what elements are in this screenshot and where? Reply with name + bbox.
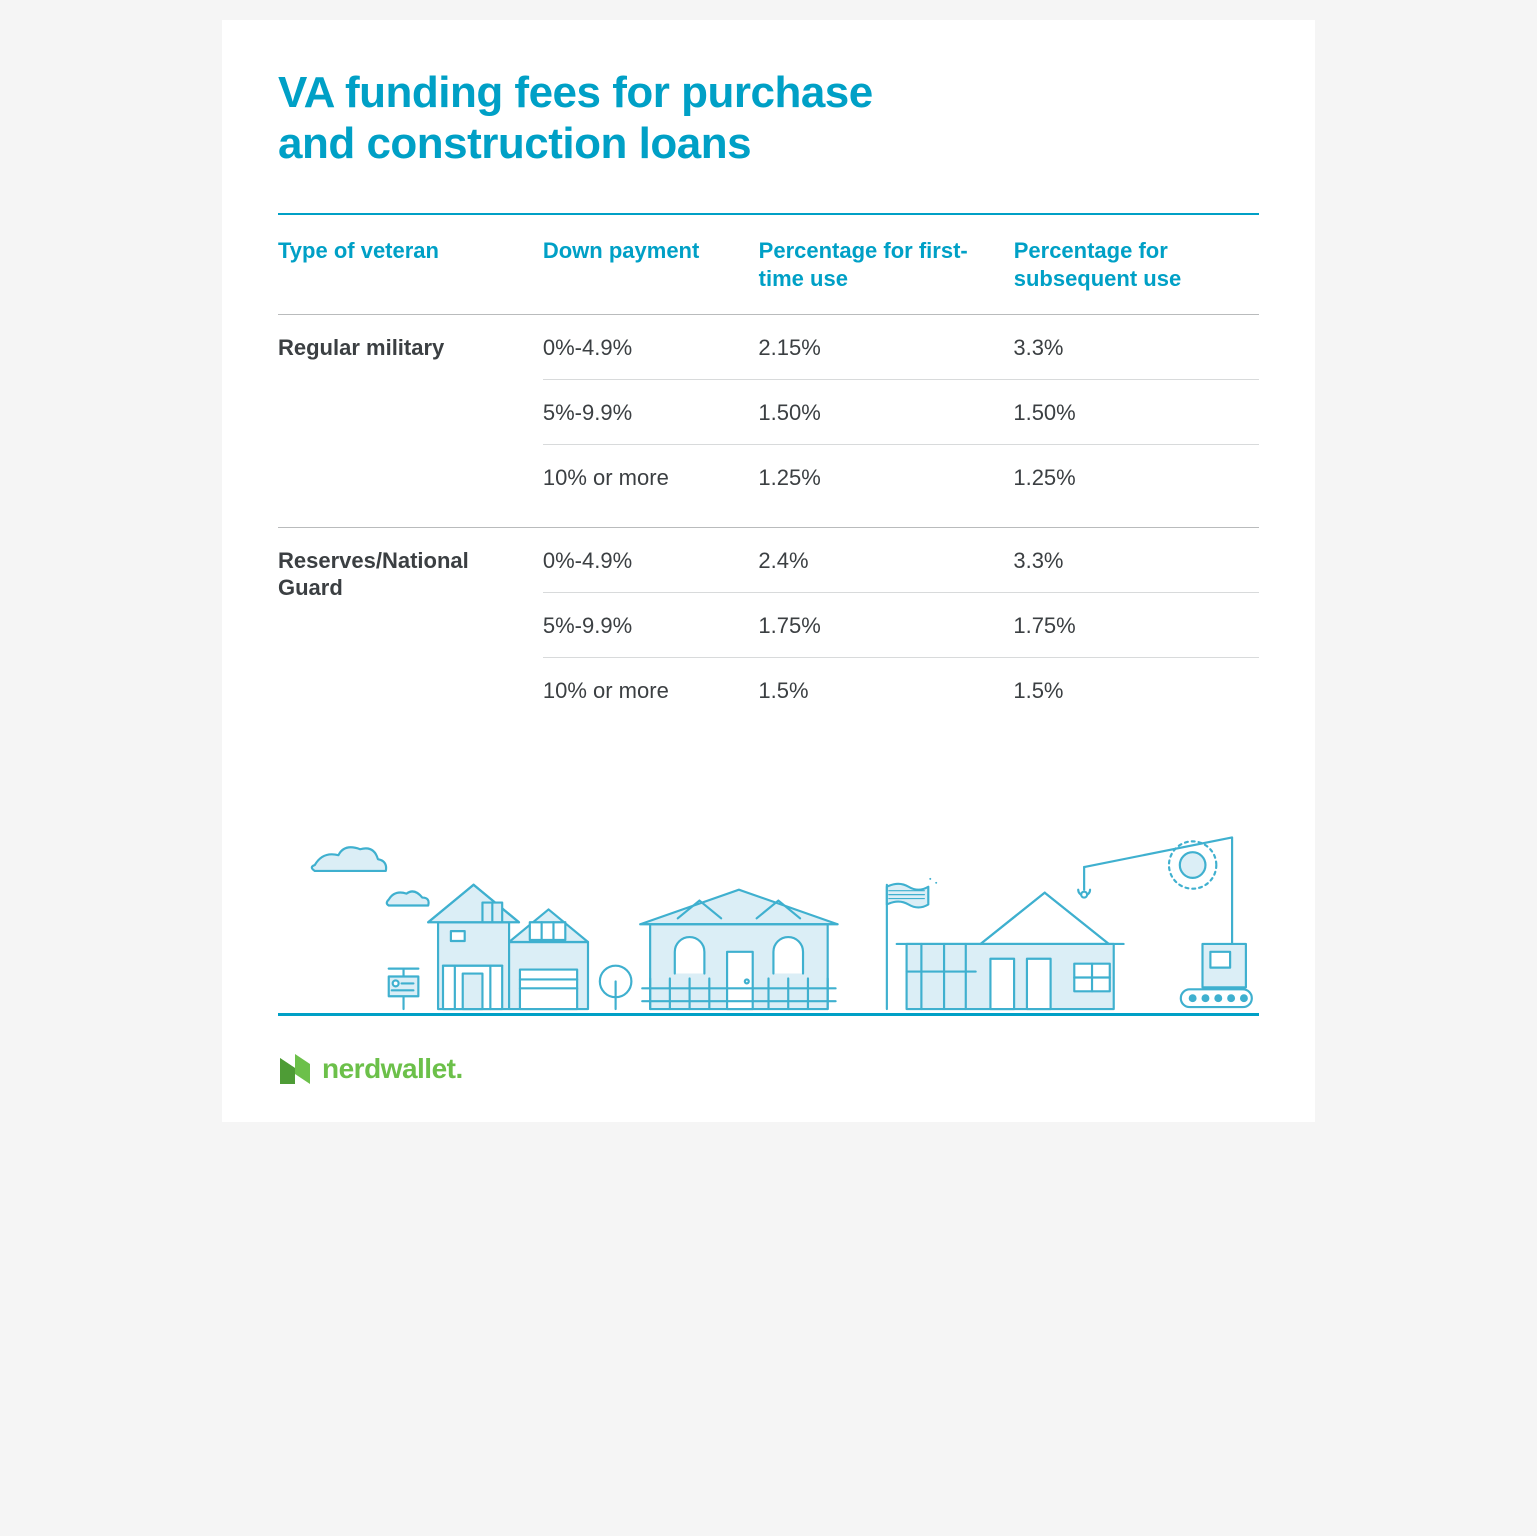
cell-first: 2.15% <box>758 335 1013 361</box>
table-row: 10% or more 1.25% 1.25% <box>543 445 1259 509</box>
cell-first: 1.5% <box>758 678 1013 704</box>
infographic-card: VA funding fees for purchase and constru… <box>222 20 1315 1122</box>
brand-name: nerdwallet. <box>322 1053 463 1085</box>
cell-sub: 1.75% <box>1013 613 1259 639</box>
group-rows: 0%-4.9% 2.4% 3.3% 5%-9.9% 1.75% 1.75% 10… <box>543 528 1259 722</box>
cell-sub: 1.5% <box>1013 678 1259 704</box>
group-label: Reserves/National Guard <box>278 528 543 722</box>
col-header-first: Percentage for first-time use <box>759 237 1014 292</box>
cell-first: 1.25% <box>758 465 1013 491</box>
title-line-2: and construction loans <box>278 119 751 168</box>
cell-sub: 1.50% <box>1013 400 1259 426</box>
cell-down: 5%-9.9% <box>543 613 759 639</box>
table-group: Regular military 0%-4.9% 2.15% 3.3% 5%-9… <box>278 314 1259 527</box>
cell-first: 1.50% <box>758 400 1013 426</box>
cell-down: 0%-4.9% <box>543 548 759 574</box>
col-header-down: Down payment <box>543 237 759 292</box>
cell-sub: 3.3% <box>1013 548 1259 574</box>
cell-down: 5%-9.9% <box>543 400 759 426</box>
table-header: Type of veteran Down payment Percentage … <box>278 215 1259 314</box>
cell-down: 10% or more <box>543 678 759 704</box>
table-row: 5%-9.9% 1.75% 1.75% <box>543 593 1259 658</box>
houses-illustration <box>278 796 1259 1016</box>
cell-first: 1.75% <box>758 613 1013 639</box>
cell-first: 2.4% <box>758 548 1013 574</box>
page-title: VA funding fees for purchase and constru… <box>278 68 1259 169</box>
table-row: 0%-4.9% 2.15% 3.3% <box>543 315 1259 380</box>
group-label: Regular military <box>278 315 543 509</box>
table-row: 10% or more 1.5% 1.5% <box>543 658 1259 722</box>
cell-down: 10% or more <box>543 465 759 491</box>
table-row: 5%-9.9% 1.50% 1.50% <box>543 380 1259 445</box>
cell-sub: 1.25% <box>1013 465 1259 491</box>
table-group: Reserves/National Guard 0%-4.9% 2.4% 3.3… <box>278 527 1259 740</box>
fee-table: Type of veteran Down payment Percentage … <box>278 213 1259 740</box>
table-row: 0%-4.9% 2.4% 3.3% <box>543 528 1259 593</box>
group-rows: 0%-4.9% 2.15% 3.3% 5%-9.9% 1.50% 1.50% 1… <box>543 315 1259 509</box>
nerdwallet-logo-icon <box>278 1052 312 1086</box>
col-header-veteran: Type of veteran <box>278 237 543 292</box>
cell-sub: 3.3% <box>1013 335 1259 361</box>
brand-footer: nerdwallet. <box>278 1052 1259 1086</box>
title-line-1: VA funding fees for purchase <box>278 68 873 117</box>
cell-down: 0%-4.9% <box>543 335 759 361</box>
col-header-sub: Percentage for subsequent use <box>1014 237 1259 292</box>
